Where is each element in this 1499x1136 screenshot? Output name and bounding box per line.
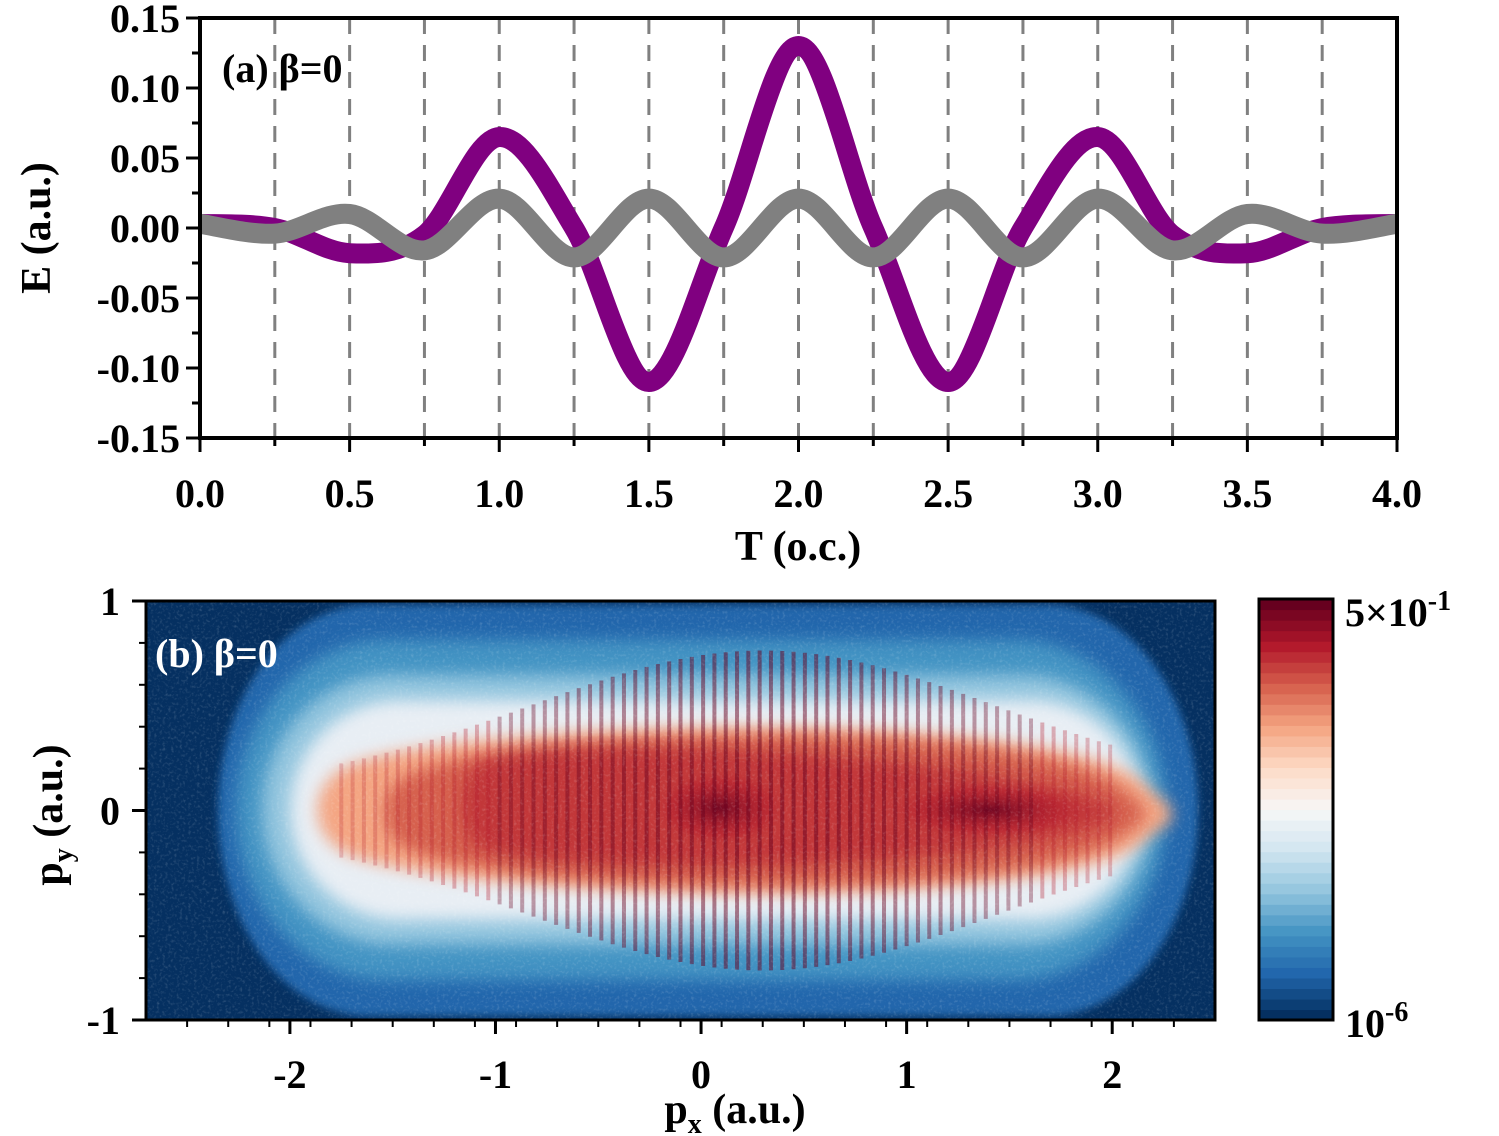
series-group: [200, 36, 1397, 392]
colorbar-band: [1259, 620, 1333, 632]
y-tick-label-a: 0.05: [110, 136, 180, 181]
colorbar-min-exp: -6: [1385, 997, 1408, 1028]
colorbar-band: [1259, 630, 1333, 642]
colorbar-band: [1259, 935, 1333, 947]
panel-b-label: (b) β=0: [155, 631, 278, 676]
colorbar-band: [1259, 883, 1333, 895]
colorbar-band: [1259, 651, 1333, 663]
y-tick-label-a: 0.10: [110, 66, 180, 111]
colorbar-band: [1259, 956, 1333, 968]
colorbar-band: [1259, 904, 1333, 916]
colorbar-band: [1259, 662, 1333, 674]
colorbar-band: [1259, 820, 1333, 832]
colorbar-band: [1259, 735, 1333, 747]
y-axis-label-b: py (a.u.): [26, 744, 79, 885]
x-tick-label-b: 2: [1102, 1052, 1122, 1097]
x-axis-label-b: px (a.u.): [664, 1087, 805, 1136]
dashed-reference-lines: [273, 18, 1324, 438]
x-axis-label-b-main: p: [664, 1087, 687, 1133]
y-tick-label-a: 0.00: [110, 206, 180, 251]
colorbar-band: [1259, 851, 1333, 863]
y-tick-label-a: -0.05: [97, 276, 180, 321]
y-tick-label-b: -1: [87, 998, 120, 1043]
y-tick-label-a: 0.15: [110, 0, 180, 41]
y-tick-label-b: 1: [100, 579, 120, 624]
series-line-gray: [200, 188, 1397, 268]
x-tick-label-a: 3.5: [1222, 471, 1272, 516]
colorbar-band: [1259, 704, 1333, 716]
colorbar-band: [1259, 809, 1333, 821]
speckle-noise: [146, 601, 1215, 1020]
y-tick-label-a: -0.15: [97, 416, 180, 461]
x-axis-label-b-unit: (a.u.): [702, 1087, 806, 1133]
colorbar-band: [1259, 609, 1333, 621]
y-tick-label-b: 0: [100, 789, 120, 834]
colorbar-band: [1259, 746, 1333, 758]
colorbar-max-label: 5×10-1: [1345, 586, 1451, 635]
colorbar-max-base: 5×10: [1345, 590, 1428, 635]
colorbar-band: [1259, 672, 1333, 684]
colorbar-bands: [1259, 599, 1333, 1021]
x-tick-label-a: 3.0: [1073, 471, 1123, 516]
series-line-purple: [200, 36, 1397, 392]
colorbar-band: [1259, 914, 1333, 926]
colorbar-band: [1259, 977, 1333, 990]
colorbar-band: [1259, 798, 1333, 811]
colorbar-band: [1259, 946, 1333, 958]
colorbar-band: [1259, 756, 1333, 768]
colorbar-band: [1259, 862, 1333, 874]
tick-marks-a: [186, 16, 1399, 452]
y-tick-labels-a: 0.15 0.10 0.05 0.00 -0.05 -0.10 -0.15: [97, 0, 180, 461]
colorbar-band: [1259, 1009, 1333, 1021]
x-tick-label-a: 2.0: [774, 471, 824, 516]
x-tick-label-a: 0.5: [325, 471, 375, 516]
colorbar-min-base: 10: [1345, 1001, 1385, 1046]
colorbar-band: [1259, 767, 1333, 779]
colorbar-band: [1259, 841, 1333, 853]
panel-a-line-chart: 0.0 0.5 1.0 1.5 2.0 2.5 3.0 3.5 4.0 0.15 0.10 0.05…: [14, 0, 1422, 570]
panel-b-heatmap: -2 -1 0 1 2 10-1 (b) β=0 px (a.u.) py (a.u.)…: [26, 579, 1451, 1136]
colorbar-band: [1259, 872, 1333, 884]
colorbar-frame: [1257, 597, 1335, 1022]
colorbar-band: [1259, 714, 1333, 726]
x-axis-label-b-sub: x: [688, 1109, 702, 1136]
colorbar-band: [1259, 777, 1333, 790]
colorbar-band: [1259, 788, 1333, 800]
colorbar-band: [1259, 693, 1333, 705]
y-tick-label-a: -0.10: [97, 346, 180, 391]
x-axis-label-a: T (o.c.): [735, 524, 861, 570]
panel-a-label: (a) β=0: [222, 46, 343, 91]
colorbar-band: [1259, 683, 1333, 695]
colorbar-band: [1259, 967, 1333, 979]
x-tick-label-a: 1.0: [474, 471, 524, 516]
colorbar-min-label: 10-6: [1345, 997, 1408, 1046]
colorbar-band: [1259, 988, 1333, 1000]
y-tick-labels-b: 1 0 -1: [87, 579, 120, 1043]
y-axis-label-a: E (a.u.): [14, 162, 60, 294]
x-tick-label-b: 1: [897, 1052, 917, 1097]
x-tick-label-b: -1: [479, 1052, 512, 1097]
x-tick-label-a: 0.0: [175, 471, 225, 516]
x-tick-labels-b: -2 -1 0 1 2: [273, 1052, 1122, 1097]
x-tick-labels-a: 0.0 0.5 1.0 1.5 2.0 2.5 3.0 3.5 4.0: [175, 471, 1422, 516]
colorbar: 5×10-1 10-6: [1257, 586, 1451, 1046]
tick-marks-b: [132, 599, 1175, 1034]
x-tick-label-a: 1.5: [624, 471, 674, 516]
y-axis-label-b-sub: y: [48, 848, 79, 862]
x-tick-label-a: 4.0: [1372, 471, 1422, 516]
x-tick-label-a: 2.5: [923, 471, 973, 516]
colorbar-band: [1259, 925, 1333, 937]
colorbar-band: [1259, 830, 1333, 842]
y-axis-label-b-unit: (a.u.): [26, 744, 72, 848]
colorbar-band: [1259, 599, 1333, 611]
y-axis-label-b-main: p: [26, 862, 72, 885]
x-tick-label-b: 0: [691, 1052, 711, 1097]
colorbar-band: [1259, 725, 1333, 737]
colorbar-max-exp: -1: [1428, 586, 1451, 617]
colorbar-band: [1259, 641, 1333, 653]
colorbar-band: [1259, 893, 1333, 905]
x-tick-label-b: -2: [273, 1052, 306, 1097]
colorbar-band: [1259, 998, 1333, 1011]
